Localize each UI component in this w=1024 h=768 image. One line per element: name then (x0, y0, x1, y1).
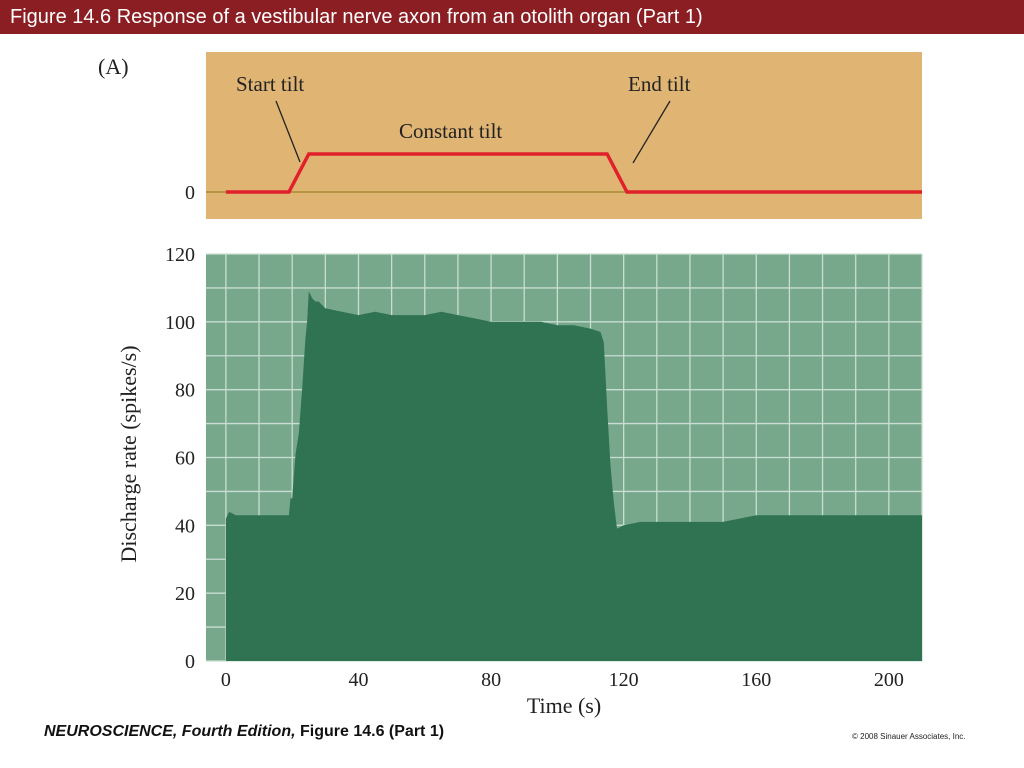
stimulus-background (206, 52, 922, 219)
y-axis-label: Discharge rate (spikes/s) (116, 345, 141, 562)
y-tick-label: 80 (175, 380, 195, 402)
stimulus-trace (225, 152, 922, 194)
end-tilt-label: End tilt (628, 72, 691, 96)
x-tick-label: 0 (221, 669, 231, 691)
y-tick-label: 40 (175, 515, 195, 537)
y-axis-ticks: 0 20 40 60 80 100 120 (165, 244, 195, 673)
constant-tilt-label: Constant tilt (399, 119, 502, 143)
start-tilt-label: Start tilt (236, 72, 304, 96)
y-tick-label: 60 (175, 448, 195, 470)
stimulus-zero-label: 0 (185, 182, 195, 204)
end-tilt-pointer (632, 100, 671, 164)
stimulus-panel: (A) 0 Start tilt Constant tilt End tilt (98, 52, 922, 219)
y-tick-label: 0 (185, 651, 195, 673)
y-tick-label: 20 (175, 583, 195, 605)
x-axis-ticks: 0 40 80 120 160 200 (221, 669, 904, 691)
panel-label: (A) (98, 54, 129, 79)
copyright: © 2008 Sinauer Associates, Inc. (852, 732, 966, 741)
x-tick-label: 80 (481, 669, 501, 691)
x-tick-label: 200 (874, 669, 904, 691)
figure-canvas: (A) 0 Start tilt Constant tilt End tilt … (98, 52, 923, 718)
figure-reference: Figure 14.6 (Part 1) (300, 723, 445, 740)
y-tick-label: 100 (165, 312, 195, 334)
discharge-area (225, 291, 922, 661)
start-tilt-pointer (275, 100, 301, 163)
x-tick-label: 120 (609, 669, 639, 691)
x-tick-label: 160 (741, 669, 771, 691)
figure-title: Figure 14.6 Response of a vestibular ner… (0, 0, 1024, 34)
book-title: NEUROSCIENCE, Fourth Edition, (44, 723, 296, 740)
x-tick-label: 40 (348, 669, 368, 691)
footer-citation: NEUROSCIENCE, Fourth Edition, Figure 14.… (44, 723, 444, 741)
x-axis-label: Time (s) (527, 693, 601, 718)
y-tick-label: 120 (165, 244, 195, 266)
